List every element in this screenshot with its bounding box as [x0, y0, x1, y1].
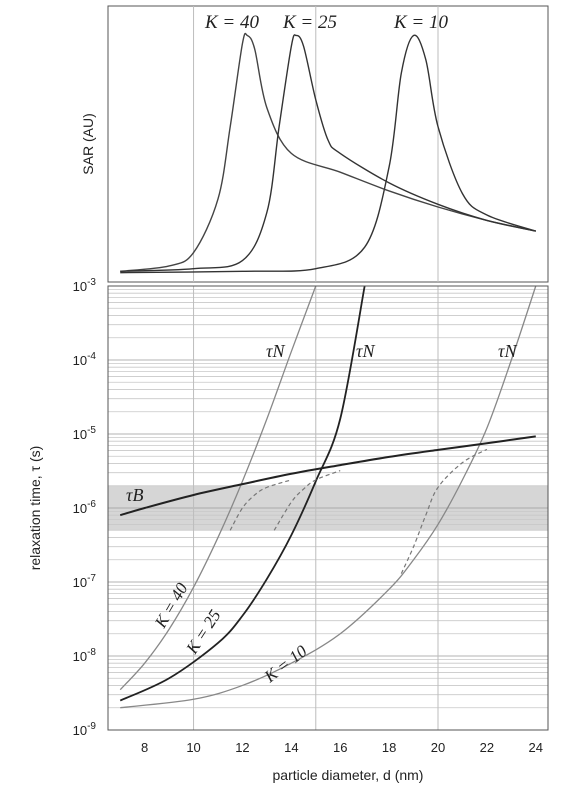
- x-tick-label: 8: [141, 740, 148, 755]
- y-tick-labels: 10-3 10-4 10-5 10-6 10-7 10-8 10-9: [73, 277, 97, 738]
- tau-n-label-k40: τN: [266, 341, 285, 361]
- sar-label-k40: K = 40: [204, 12, 259, 33]
- sar-curves: [120, 32, 536, 274]
- y-tick-label: 10-3: [73, 277, 97, 294]
- x-tick-label: 20: [431, 740, 445, 755]
- relaxation-series-0: [119, 285, 317, 691]
- sar-panel: SAR (AU) K = 40 K = 25 K = 10: [80, 5, 549, 283]
- sar-gridlines: [193, 6, 439, 282]
- sar-label-k25: K = 25: [282, 12, 337, 33]
- y-tick-label: 10-8: [73, 647, 97, 664]
- tau-n-label-k25: τN: [356, 341, 375, 361]
- relaxation-series-1: [119, 285, 366, 702]
- x-tick-label: 24: [529, 740, 543, 755]
- x-tick-label: 14: [284, 740, 298, 755]
- relaxation-panel: 8 10 12 14 16 18 20 22 24 10-310-410-510-610-710…: [27, 277, 549, 783]
- x-axis-label: particle diameter, d (nm): [273, 767, 424, 783]
- relaxation-curves: [119, 285, 537, 709]
- sar-label-k10: K = 10: [393, 12, 448, 33]
- relaxation-series-2: [120, 285, 537, 709]
- x-tick-label: 18: [382, 740, 396, 755]
- relaxation-series-3: [119, 435, 536, 517]
- sar-series-0: [120, 32, 536, 273]
- tau-n-label-k10: τN: [498, 341, 517, 361]
- sar-ylabel: SAR (AU): [80, 113, 96, 174]
- y-tick-label: 10-4: [73, 351, 97, 368]
- y-tick-label: 10-7: [73, 573, 97, 590]
- x-tick-label: 22: [480, 740, 494, 755]
- tau-b-label: τB: [126, 485, 143, 505]
- y-tick-label: 10-6: [73, 499, 97, 516]
- relaxation-series-4: [229, 479, 292, 531]
- x-tick-label: 12: [235, 740, 249, 755]
- x-tick-label: 16: [333, 740, 347, 755]
- y-axis-label: relaxation time, τ (s): [27, 446, 43, 571]
- sar-plot-frame: [107, 5, 549, 283]
- relaxation-plot-border: [107, 285, 549, 731]
- relaxation-series-5: [273, 470, 341, 531]
- x-tick-labels: 8 10 12 14 16 18 20 22 24: [141, 740, 543, 755]
- sar-series-1: [120, 34, 536, 273]
- relaxation-series-6: [400, 448, 488, 574]
- sar-series-2: [120, 34, 536, 274]
- y-tick-label: 10-9: [73, 721, 97, 738]
- y-tick-label: 10-5: [73, 425, 97, 442]
- x-tick-label: 10: [186, 740, 200, 755]
